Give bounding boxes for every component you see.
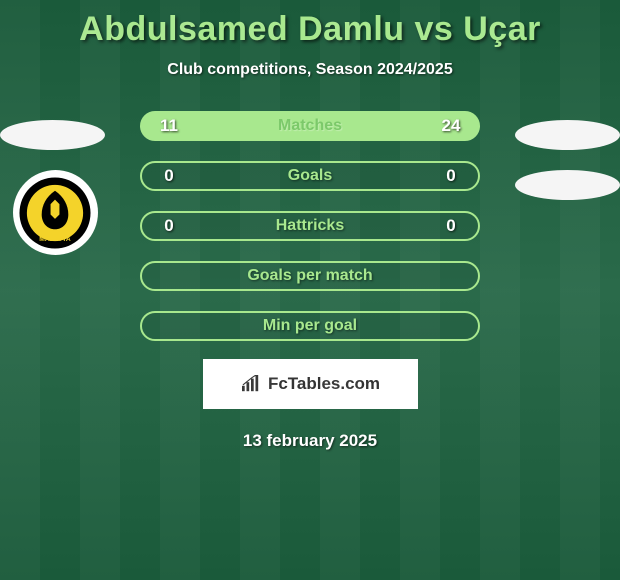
bar-chart-icon bbox=[240, 375, 262, 393]
stat-bar-matches: 11 Matches 24 bbox=[140, 111, 480, 141]
comparison-title: Abdulsamed Damlu vs Uçar bbox=[0, 0, 620, 49]
stat-left-value: 11 bbox=[154, 116, 184, 136]
stat-bar-min-per-goal: Min per goal bbox=[140, 311, 480, 341]
branding-text: FcTables.com bbox=[268, 374, 380, 394]
stat-right-value: 24 bbox=[436, 116, 466, 136]
stat-right-value: 0 bbox=[436, 166, 466, 186]
stat-bar-hattricks: 0 Hattricks 0 bbox=[140, 211, 480, 241]
stat-left-value: 0 bbox=[154, 166, 184, 186]
stat-row: Goals per match bbox=[0, 259, 620, 293]
stat-label: Hattricks bbox=[276, 217, 344, 235]
stats-grid: 11 Matches 24 0 Goals 0 0 Hattricks 0 Go… bbox=[0, 109, 620, 343]
stat-left-value: 0 bbox=[154, 216, 184, 236]
stat-row: 0 Goals 0 bbox=[0, 159, 620, 193]
comparison-subtitle: Club competitions, Season 2024/2025 bbox=[0, 61, 620, 79]
stat-row: 0 Hattricks 0 bbox=[0, 209, 620, 243]
stat-right-value: 0 bbox=[436, 216, 466, 236]
stat-label: Goals per match bbox=[247, 267, 372, 285]
stat-label: Matches bbox=[278, 117, 342, 135]
snapshot-date: 13 february 2025 bbox=[0, 431, 620, 451]
branding-box: FcTables.com bbox=[203, 359, 418, 409]
stat-row: Min per goal bbox=[0, 309, 620, 343]
stat-label: Min per goal bbox=[263, 317, 357, 335]
stat-bar-goals-per-match: Goals per match bbox=[140, 261, 480, 291]
stat-label: Goals bbox=[288, 167, 332, 185]
stat-row: 11 Matches 24 bbox=[0, 109, 620, 143]
stat-bar-goals: 0 Goals 0 bbox=[140, 161, 480, 191]
